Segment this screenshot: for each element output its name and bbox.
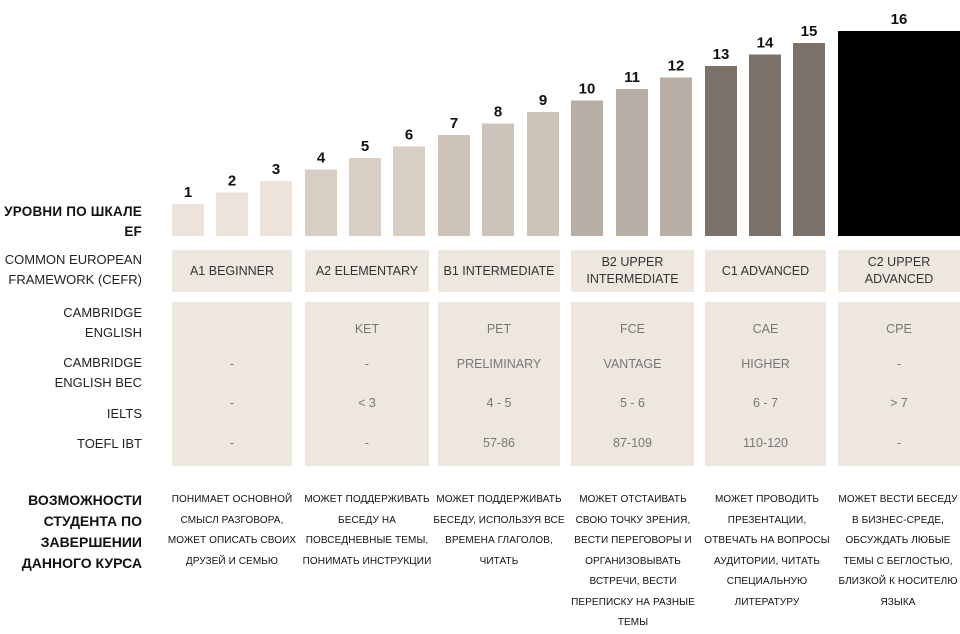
bar-label-8: 8	[494, 104, 502, 121]
bar-label-5: 5	[361, 138, 369, 155]
exam-column-c2: CPE - > 7 -	[838, 302, 960, 466]
exam-column-b1: PET PRELIMINARY 4 - 5 57-86	[438, 302, 560, 466]
bar-level-15	[793, 43, 825, 236]
toefl-a1: -	[229, 436, 235, 450]
toefl-b2: 87-109	[613, 436, 652, 450]
cambridge-b2: FCE	[620, 322, 645, 336]
cefr-b2-text: B2 UPPER INTERMEDIATE	[586, 255, 679, 286]
cefr-b1-text: B1 INTERMEDIATE	[443, 263, 555, 278]
bar-level-16	[838, 31, 960, 236]
bar-label-6: 6	[405, 127, 413, 144]
bar-level-4	[305, 169, 337, 236]
cefr-c1-text: C1 ADVANCED	[721, 263, 810, 278]
bar-label-16: 16	[891, 11, 908, 28]
bar-level-14	[749, 54, 781, 236]
cambridge-c1: CAE	[752, 322, 779, 336]
bar-label-14: 14	[757, 35, 774, 52]
capability-b2: МОЖЕТ ОТСТАИВАТЬ СВОЮ ТОЧКУ ЗРЕНИЯ, ВЕСТ…	[571, 494, 695, 628]
cambridge-bec-label: CAMBRIDGE ENGLISH BEC	[54, 355, 142, 390]
ielts-b1: 4 - 5	[486, 396, 512, 410]
bec-a2: -	[364, 357, 370, 371]
cambridge-c2: CPE	[886, 322, 912, 336]
exam-column-a1: - - -	[172, 302, 292, 466]
bar-level-7	[438, 135, 470, 236]
bec-b1: PRELIMINARY	[456, 357, 542, 371]
bec-c1: HIGHER	[741, 357, 790, 371]
bar-label-13: 13	[713, 46, 730, 63]
bar-level-3	[260, 181, 292, 236]
capability-c2: МОЖЕТ ВЕСТИ БЕСЕДУ В БИЗНЕС-СРЕДЕ, ОБСУЖ…	[838, 494, 958, 608]
bec-b2: VANTAGE	[603, 357, 662, 371]
ef-scale-label: УРОВНИ ПО ШКАЛЕ EF	[4, 204, 142, 239]
ielts-b2: 5 - 6	[619, 396, 645, 410]
toefl-label: TOEFL IBT	[76, 436, 142, 451]
cambridge-label: CAMBRIDGE ENGLISH	[63, 305, 142, 340]
bar-label-4: 4	[317, 150, 326, 167]
capability-a2: МОЖЕТ ПОДДЕРЖИВАТЬ БЕСЕДУ НА ПОВСЕДНЕВНЫ…	[302, 494, 432, 567]
bar-label-1: 1	[184, 184, 192, 201]
bar-label-3: 3	[272, 161, 280, 178]
bar-label-7: 7	[450, 115, 458, 132]
capability-a1: ПОНИМАЕТ ОСНОВНОЙ СМЫСЛ РАЗГОВОРА, МОЖЕТ…	[167, 494, 297, 567]
bar-level-11	[616, 89, 648, 236]
exam-column-a2: KET - < 3 -	[305, 302, 429, 466]
cambridge-b1: PET	[486, 322, 512, 336]
cefr-c2: C2 UPPER ADVANCED	[838, 250, 960, 292]
bar-level-9	[527, 112, 559, 236]
bar-level-5	[349, 158, 381, 236]
capabilities-label: ВОЗМОЖНОСТИ СТУДЕНТА ПО ЗАВЕРШЕНИИ ДАННО…	[21, 492, 142, 571]
cefr-b2: B2 UPPER INTERMEDIATE	[571, 250, 694, 292]
cefr-c2-text: C2 UPPER ADVANCED	[864, 255, 934, 286]
toefl-c1: 110-120	[743, 436, 788, 450]
bar-label-12: 12	[668, 58, 685, 75]
bar-label-9: 9	[539, 92, 547, 109]
ielts-c2: > 7	[890, 396, 908, 410]
cefr-a1-text: A1 BEGINNER	[189, 263, 275, 278]
cambridge-a2: KET	[354, 322, 380, 336]
bec-a1: -	[229, 357, 235, 371]
cefr-b1: B1 INTERMEDIATE	[438, 250, 560, 292]
exam-column-b2: FCE VANTAGE 5 - 6 87-109	[571, 302, 694, 466]
bar-label-2: 2	[228, 173, 236, 190]
bar-level-12	[660, 77, 692, 236]
ielts-a2: < 3	[358, 396, 376, 410]
cefr-c1: C1 ADVANCED	[705, 250, 826, 292]
toefl-c2: -	[896, 436, 902, 450]
cefr-a1: A1 BEGINNER	[172, 250, 292, 292]
bar-level-8	[482, 123, 514, 236]
bar-level-6	[393, 146, 425, 236]
exam-column-c1: CAE HIGHER 6 - 7 110-120	[705, 302, 826, 466]
cefr-a2: A2 ELEMENTARY	[305, 250, 429, 292]
bec-c2: -	[896, 357, 902, 371]
bar-level-1	[172, 204, 204, 236]
bar-label-15: 15	[801, 23, 818, 40]
ielts-label: IELTS	[106, 406, 142, 421]
cefr-a2-text: A2 ELEMENTARY	[315, 263, 419, 278]
toefl-a2: -	[364, 436, 370, 450]
capability-b1: МОЖЕТ ПОДДЕРЖИВАТЬ БЕСЕДУ, ИСПОЛЬЗУЯ ВСЕ…	[433, 494, 565, 567]
bar-label-11: 11	[624, 69, 640, 86]
capability-c1: МОЖЕТ ПРОВОДИТЬ ПРЕЗЕНТАЦИИ, ОТВЕЧАТЬ НА…	[704, 494, 830, 608]
cefr-label: COMMON EUROPEAN FRAMEWORK (CEFR)	[4, 252, 142, 287]
bar-label-10: 10	[579, 81, 596, 98]
ielts-c1: 6 - 7	[752, 396, 778, 410]
toefl-b1: 57-86	[483, 436, 515, 450]
bar-level-10	[571, 100, 603, 236]
bar-level-13	[705, 66, 737, 236]
ielts-a1: -	[229, 396, 235, 410]
bar-level-2	[216, 192, 248, 236]
